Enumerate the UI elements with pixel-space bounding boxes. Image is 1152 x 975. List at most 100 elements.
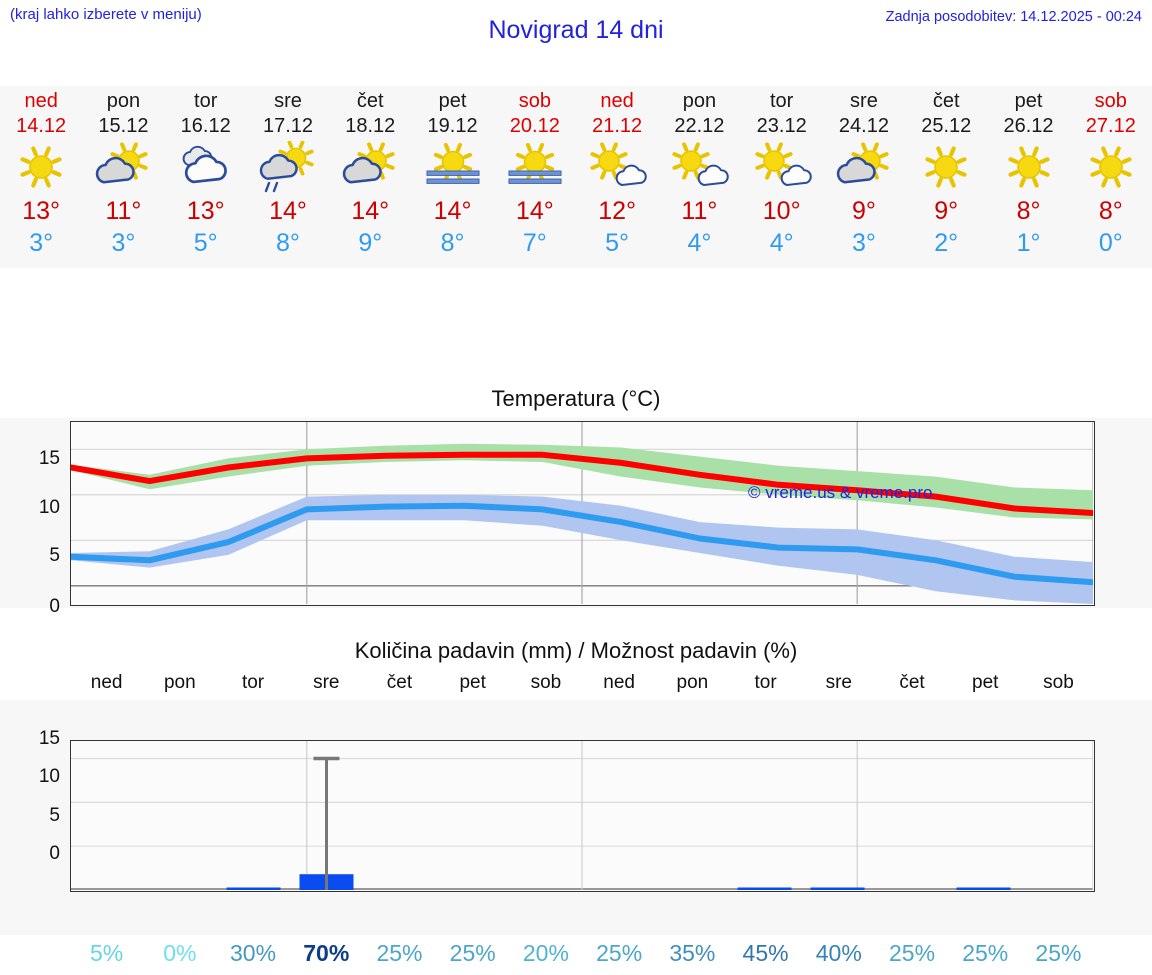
day-name: ned bbox=[24, 90, 58, 112]
sun-smallcloud-icon bbox=[581, 139, 653, 193]
day-temp-min: 8° bbox=[440, 229, 465, 257]
day-date: 20.12 bbox=[509, 115, 560, 137]
day-name: sre bbox=[274, 90, 302, 112]
last-updated-text: Zadnja posodobitev: 14.12.2025 - 00:24 bbox=[885, 9, 1142, 25]
day-date: 23.12 bbox=[756, 115, 807, 137]
page-title: Novigrad 14 dni bbox=[488, 16, 664, 44]
precip-ytick-0: 0 bbox=[49, 843, 60, 864]
day-column[interactable]: sre 17.12 14° 8° bbox=[247, 86, 329, 268]
day-date: 19.12 bbox=[427, 115, 478, 137]
day-column[interactable]: pon 15.12 11° 3° bbox=[82, 86, 164, 268]
sun-cloud-rain-icon bbox=[252, 139, 324, 193]
day-column[interactable]: pet 26.12 8° 1° bbox=[987, 86, 1069, 268]
day-temp-min: 4° bbox=[769, 229, 794, 257]
precip-day-label: sob bbox=[530, 672, 562, 693]
day-column[interactable]: pet 19.12 14° 8° bbox=[411, 86, 493, 268]
precip-probability-label: 30% bbox=[230, 940, 277, 966]
precip-day-label: sob bbox=[1043, 672, 1074, 693]
precip-day-label: čet bbox=[899, 672, 925, 693]
precipitation-probability-row: 5% 0% 30% 70% 25% 25% 20% 25% 35% 45% 40% 25% 25% 25% bbox=[70, 940, 1095, 974]
day-temp-max: 14° bbox=[515, 197, 554, 225]
precip-probability-label: 5% bbox=[89, 940, 124, 966]
precip-probability-label: 25% bbox=[376, 940, 423, 966]
day-date: 14.12 bbox=[16, 115, 67, 137]
day-name: sre bbox=[850, 90, 878, 112]
day-column[interactable]: ned 21.12 12° 5° bbox=[576, 86, 658, 268]
sun-icon bbox=[5, 139, 77, 193]
day-column[interactable]: ned 14.12 13° 3° bbox=[0, 86, 82, 268]
precip-ytick-15: 15 bbox=[38, 728, 60, 749]
day-column[interactable]: sob 27.12 8° 0° bbox=[1070, 86, 1152, 268]
sun-fog-icon bbox=[499, 139, 571, 193]
copyright-watermark: © vreme.us & vreme.pro bbox=[748, 483, 933, 502]
temperature-plot-area bbox=[70, 421, 1095, 606]
precip-probability-label: 45% bbox=[742, 940, 789, 966]
precip-day-label: pet bbox=[459, 672, 486, 693]
day-temp-max: 10° bbox=[762, 197, 801, 225]
precip-day-label: ned bbox=[603, 672, 635, 693]
day-temp-max: 8° bbox=[1016, 197, 1041, 225]
day-name: ned bbox=[600, 90, 634, 112]
precipitation-bars-svg bbox=[71, 741, 1093, 890]
day-name: tor bbox=[194, 90, 218, 112]
day-date: 24.12 bbox=[838, 115, 889, 137]
sun-smallcloud-icon bbox=[663, 139, 735, 193]
day-name: pet bbox=[438, 90, 467, 112]
temperature-chart-title: Temperatura (°C) bbox=[491, 386, 661, 411]
day-temp-min: 3° bbox=[111, 229, 136, 257]
day-column[interactable]: pon 22.12 11° 4° bbox=[658, 86, 740, 268]
sun-fog-icon bbox=[417, 139, 489, 193]
day-name: pon bbox=[106, 90, 141, 112]
day-date: 26.12 bbox=[1003, 115, 1054, 137]
day-temp-max: 14° bbox=[351, 197, 390, 225]
sun-cloud-icon bbox=[334, 139, 406, 193]
day-temp-min: 9° bbox=[358, 229, 383, 257]
sun-smallcloud-icon bbox=[746, 139, 818, 193]
sun-icon bbox=[910, 139, 982, 193]
day-date: 18.12 bbox=[345, 115, 396, 137]
day-temp-min: 5° bbox=[605, 229, 630, 257]
precip-day-label: ned bbox=[90, 672, 123, 693]
precip-ytick-10: 10 bbox=[38, 766, 60, 787]
day-temp-min: 2° bbox=[934, 229, 959, 257]
temperature-chart-block: Temperatura (°C) 15 10 5 0 © vreme.us & … bbox=[0, 378, 1152, 628]
day-column[interactable]: sre 24.12 9° 3° bbox=[823, 86, 905, 268]
day-temp-min: 3° bbox=[852, 229, 876, 257]
day-column[interactable]: tor 23.12 10° 4° bbox=[741, 86, 823, 268]
day-column[interactable]: čet 18.12 14° 9° bbox=[329, 86, 411, 268]
day-column[interactable]: čet 25.12 9° 2° bbox=[905, 86, 987, 268]
day-name: sob bbox=[518, 90, 551, 112]
day-temp-min: 7° bbox=[522, 229, 547, 257]
precip-probability-label: 25% bbox=[962, 940, 1009, 966]
day-name: sob bbox=[1094, 90, 1127, 112]
cloudy-icon bbox=[170, 139, 242, 193]
day-name: čet bbox=[932, 90, 960, 112]
temp-ytick-5: 5 bbox=[49, 545, 60, 566]
day-temp-min: 4° bbox=[687, 229, 712, 257]
precipitation-plot-wrapper: 15 10 5 0 5% 0% 30% 70% 25% 25% 20% 25% 35% 45% 40… bbox=[0, 700, 1152, 966]
temperature-plot-wrapper: 15 10 5 0 © vreme.us & vreme.pro bbox=[0, 418, 1152, 617]
daily-forecast-strip: ned 14.12 13° 3° pon 15.12 11° 3° tor 16.12 13° 5… bbox=[0, 86, 1152, 268]
day-date: 27.12 bbox=[1085, 115, 1136, 137]
spacer-band bbox=[0, 268, 1152, 378]
day-temp-max: 13° bbox=[186, 197, 225, 225]
day-date: 25.12 bbox=[921, 115, 972, 137]
day-column[interactable]: sob 20.12 14° 7° bbox=[494, 86, 576, 268]
precip-probability-label: 40% bbox=[815, 940, 862, 966]
precip-day-label: sre bbox=[825, 672, 852, 693]
precipitation-plot-area bbox=[70, 740, 1095, 892]
precip-probability-label: 70% bbox=[303, 940, 350, 966]
temperature-series-svg bbox=[71, 422, 1093, 604]
precip-probability-label: 25% bbox=[596, 940, 643, 966]
precipitation-day-labels: ned pon tor sre čet pet sob ned pon tor sre čet pet s… bbox=[70, 672, 1095, 698]
day-temp-min: 1° bbox=[1016, 229, 1041, 257]
precip-day-label: pet bbox=[972, 672, 999, 693]
day-temp-max: 13° bbox=[22, 197, 61, 225]
precip-day-label: čet bbox=[386, 672, 413, 693]
day-date: 17.12 bbox=[262, 115, 314, 137]
sun-icon bbox=[993, 139, 1065, 193]
day-column[interactable]: tor 16.12 13° 5° bbox=[165, 86, 247, 268]
temp-ytick-0: 0 bbox=[49, 596, 60, 617]
temp-ytick-15: 15 bbox=[38, 448, 60, 469]
